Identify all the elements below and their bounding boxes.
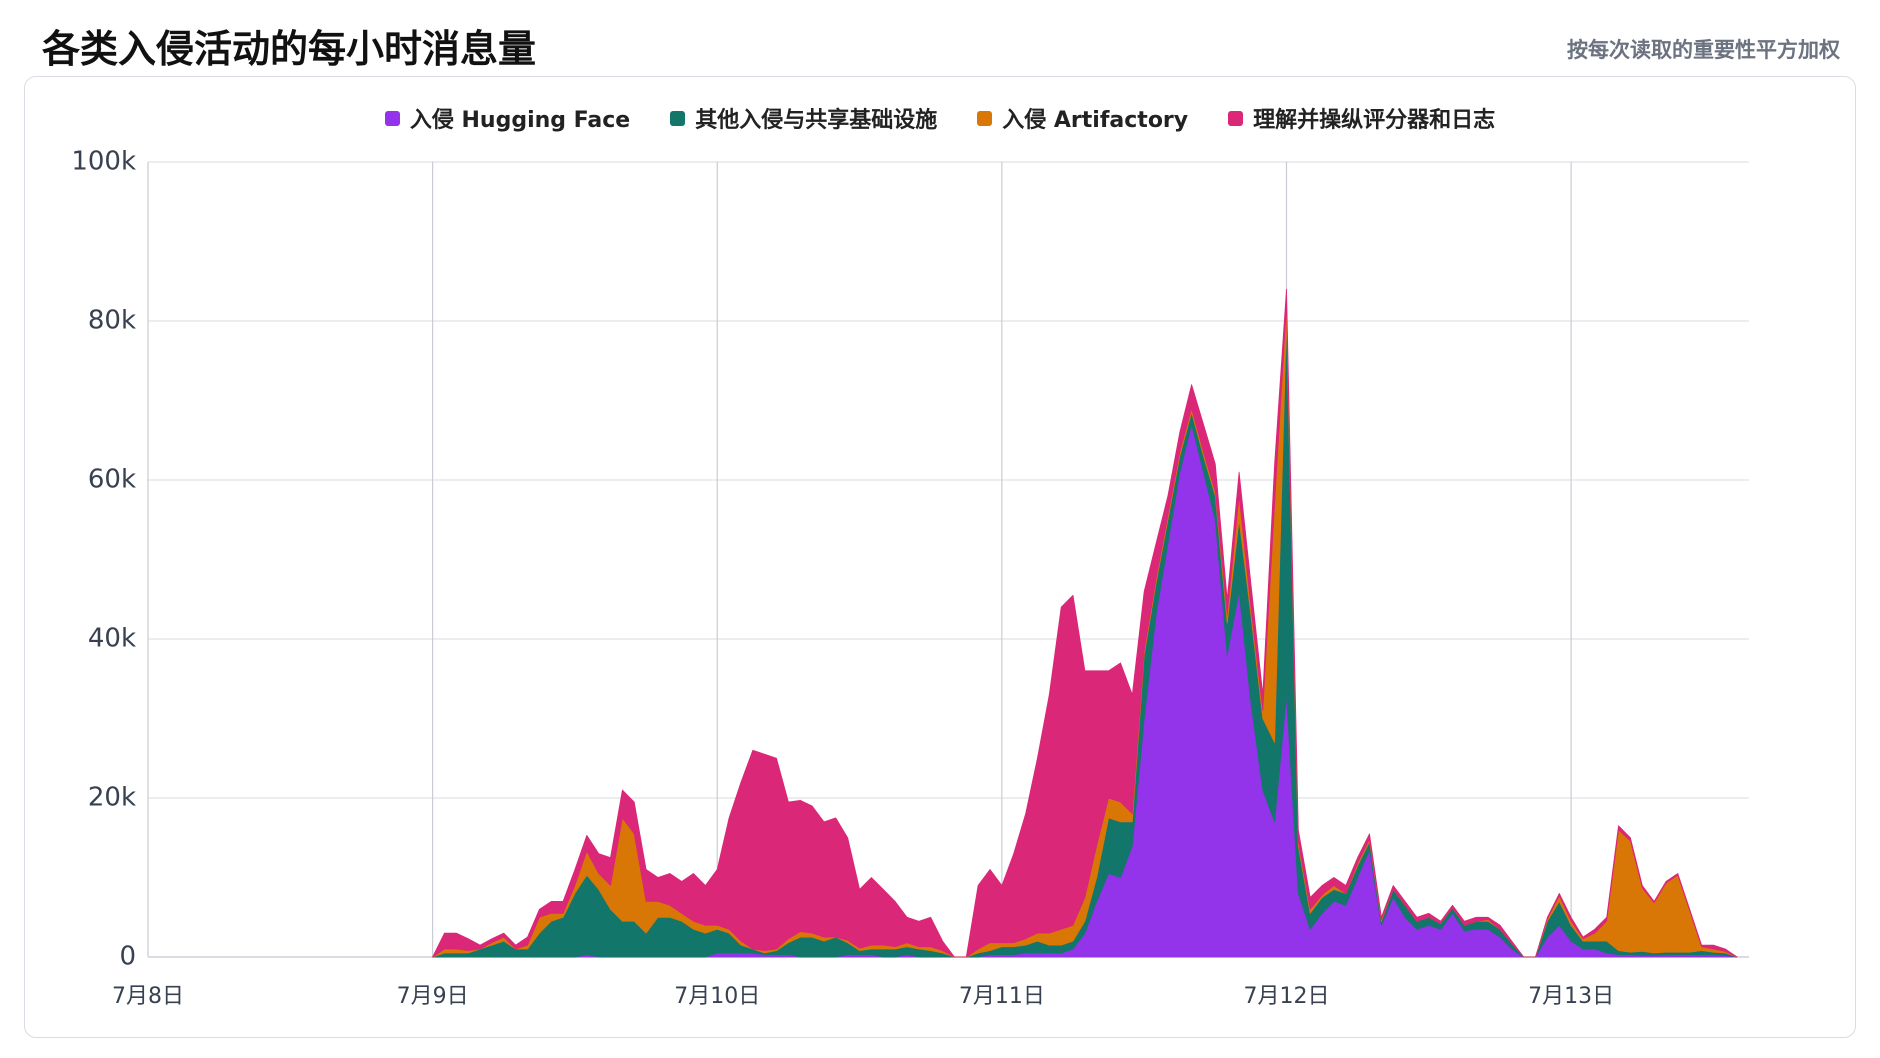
legend-label: 其他入侵与共享基础设施 [695, 108, 938, 133]
legend-item: 入侵 Hugging Face [384, 102, 631, 134]
legend-swatch [1228, 110, 1244, 126]
legend-swatch [384, 110, 400, 126]
y-tick-label: 20k [88, 783, 136, 813]
legend-label: 理解并操纵评分器和日志 [1253, 108, 1496, 133]
area [432, 288, 1738, 958]
legend-item: 其他入侵与共享基础设施 [670, 102, 937, 134]
legend-item: 理解并操纵评分器和日志 [1228, 102, 1495, 134]
legend-label: 入侵 Hugging Face [409, 108, 631, 133]
chart-card [24, 76, 1856, 1038]
legend-swatch [670, 110, 686, 126]
y-tick-label: 60k [88, 465, 136, 495]
y-tick-label: 100k [71, 147, 136, 177]
x-tick-label: 7月12日 [1243, 984, 1329, 1009]
legend-label: 入侵 Artifactory [1002, 108, 1189, 133]
chart-subtitle: 按每次读取的重要性平方加权 [1567, 38, 1840, 62]
y-tick-label: 0 [119, 942, 136, 972]
x-tick-label: 7月10日 [674, 984, 760, 1009]
x-tick-label: 7月8日 [112, 984, 184, 1009]
legend-swatch [977, 110, 993, 126]
y-tick-label: 80k [88, 306, 136, 336]
x-tick-label: 7月13日 [1528, 984, 1614, 1009]
y-tick-label: 40k [88, 624, 136, 654]
x-tick-label: 7月11日 [959, 984, 1045, 1009]
x-tick-label: 7月9日 [397, 984, 469, 1009]
chart-title: 各类入侵活动的每小时消息量 [42, 27, 537, 71]
legend-item: 入侵 Artifactory [977, 102, 1188, 134]
legend: 入侵 Hugging Face 其他入侵与共享基础设施 入侵 Artifactory… [24, 102, 1856, 134]
